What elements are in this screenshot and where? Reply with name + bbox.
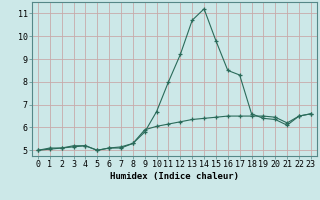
X-axis label: Humidex (Indice chaleur): Humidex (Indice chaleur) <box>110 172 239 181</box>
